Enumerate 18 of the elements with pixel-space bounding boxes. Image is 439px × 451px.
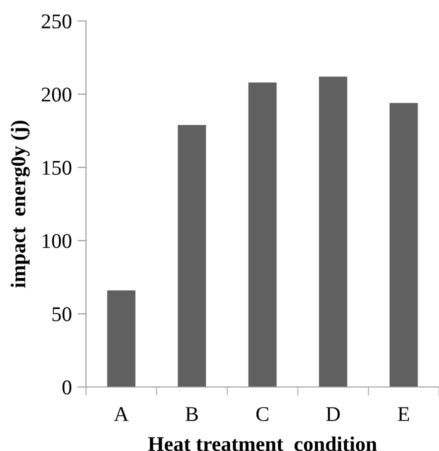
y-tick-label: 150 <box>42 160 72 175</box>
bar <box>248 82 277 387</box>
y-tick-label: 100 <box>42 234 72 248</box>
bar <box>318 76 348 387</box>
x-tick-label: B <box>186 407 198 421</box>
y-tick-label: 200 <box>42 88 72 102</box>
y-axis-title: impact energ0y (j) <box>10 120 30 288</box>
y-tick-label: 250 <box>42 14 72 28</box>
bar <box>107 290 136 387</box>
x-tick-label: E <box>398 407 410 421</box>
bar <box>178 124 206 387</box>
y-tick-label: 50 <box>52 307 72 322</box>
bar <box>390 102 418 387</box>
x-tick-label: D <box>326 407 340 421</box>
x-tick-label: A <box>114 407 129 421</box>
x-axis-title: Heat treatment condition <box>148 436 377 451</box>
x-tick-label: C <box>256 407 268 422</box>
y-tick-label: 0 <box>62 380 72 394</box>
